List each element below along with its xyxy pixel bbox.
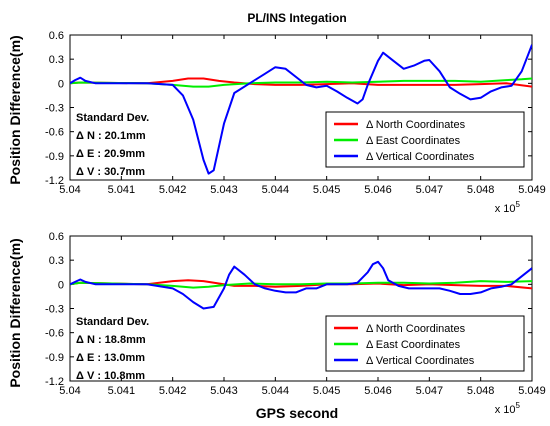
x-tick-label: 5.043 bbox=[210, 184, 238, 196]
x-tick-label: 5.047 bbox=[416, 184, 444, 196]
x-tick-label: 5.047 bbox=[416, 385, 444, 397]
y-tick-label: -0.3 bbox=[45, 304, 64, 316]
std-dev-e-label: Δ E : 20.9mm bbox=[76, 148, 145, 160]
std-dev-heading: Standard Dev. bbox=[76, 316, 149, 328]
x-tick-label: 5.041 bbox=[108, 385, 136, 397]
series-line-north bbox=[70, 279, 532, 290]
top-plot-panel: 0.6 0.3 0 -0.3 -0.6 -0.9 -1.25.04 5.041 5.042 5.0… bbox=[45, 30, 546, 215]
legend-entry: Δ Vertical Coordinates bbox=[366, 355, 475, 367]
x-scale-factor-label: x 105 bbox=[495, 200, 521, 215]
x-tick-label: 5.049 bbox=[518, 184, 546, 196]
x-scale-exponent: 5 bbox=[516, 200, 521, 209]
x-tick-label: 5.049 bbox=[518, 385, 546, 397]
y-tick-label: 0.6 bbox=[49, 231, 64, 243]
std-dev-v-label: Δ V : 30.7mm bbox=[76, 166, 145, 178]
x-tick-label: 5.046 bbox=[364, 184, 392, 196]
x-axis-label: GPS second bbox=[256, 405, 338, 421]
x-tick-label: 5.046 bbox=[364, 385, 392, 397]
x-tick-label: 5.045 bbox=[313, 385, 341, 397]
y-tick-label: 0 bbox=[58, 279, 64, 291]
std-dev-n-label: Δ N : 20.1mm bbox=[76, 130, 146, 142]
series-group bbox=[70, 260, 532, 310]
legend-entry: Δ East Coordinates bbox=[366, 135, 461, 147]
series-line-vertical bbox=[70, 44, 532, 175]
legend-box bbox=[325, 315, 525, 372]
series-line-north bbox=[70, 77, 532, 88]
series-group bbox=[70, 44, 532, 175]
legend-entry: Δ North Coordinates bbox=[366, 323, 466, 335]
series-line-vertical bbox=[70, 260, 532, 310]
legend-entry: Δ Vertical Coordinates bbox=[366, 151, 475, 163]
x-tick-label: 5.044 bbox=[262, 385, 290, 397]
x-tick-label: 5.04 bbox=[59, 184, 80, 196]
y-tick-label: -0.6 bbox=[45, 328, 64, 340]
x-tick-label: 5.048 bbox=[467, 184, 495, 196]
bottom-plot-panel: 0.6 0.3 0 -0.3 -0.6 -0.9 -1.25.04 5.041 5.042 5.0… bbox=[45, 231, 546, 416]
x-tick-label: 5.042 bbox=[159, 385, 187, 397]
std-dev-v-label: Δ V : 10.8mm bbox=[76, 370, 145, 382]
legend-box bbox=[325, 111, 525, 168]
y-tick-label: 0.6 bbox=[49, 30, 64, 42]
x-tick-label: 5.044 bbox=[262, 184, 290, 196]
x-tick-label: 5.043 bbox=[210, 385, 238, 397]
y-tick-label: -0.9 bbox=[45, 352, 64, 364]
x-tick-label: 5.048 bbox=[467, 385, 495, 397]
chart-title: PL/INS Integation bbox=[247, 11, 346, 25]
std-dev-e-label: Δ E : 13.0mm bbox=[76, 352, 145, 364]
y-tick-label: 0 bbox=[58, 78, 64, 90]
y-tick-label: -1.2 bbox=[45, 376, 64, 388]
legend-entry: Δ North Coordinates bbox=[366, 119, 466, 131]
std-dev-heading: Standard Dev. bbox=[76, 112, 149, 124]
y-tick-label: -0.9 bbox=[45, 151, 64, 163]
series-line-east bbox=[70, 77, 532, 88]
x-tick-label: 5.041 bbox=[108, 184, 136, 196]
top-y-axis-label: Position Difference(m) bbox=[7, 35, 23, 184]
y-tick-label: -0.6 bbox=[45, 127, 64, 139]
y-tick-label: 0.3 bbox=[49, 255, 64, 267]
legend-entry: Δ East Coordinates bbox=[366, 339, 461, 351]
bottom-y-axis-label: Position Difference(m) bbox=[7, 238, 23, 387]
y-tick-label: -1.2 bbox=[45, 175, 64, 187]
x-tick-label: 5.042 bbox=[159, 184, 187, 196]
y-tick-label: -0.3 bbox=[45, 103, 64, 115]
x-scale-factor-label: x 105 bbox=[495, 401, 521, 416]
x-tick-label: 5.045 bbox=[313, 184, 341, 196]
y-tick-label: 0.3 bbox=[49, 54, 64, 66]
series-line-east bbox=[70, 280, 532, 289]
x-tick-label: 5.04 bbox=[59, 385, 80, 397]
x-scale-exponent: 5 bbox=[516, 401, 521, 410]
std-dev-n-label: Δ N : 18.8mm bbox=[76, 334, 146, 346]
